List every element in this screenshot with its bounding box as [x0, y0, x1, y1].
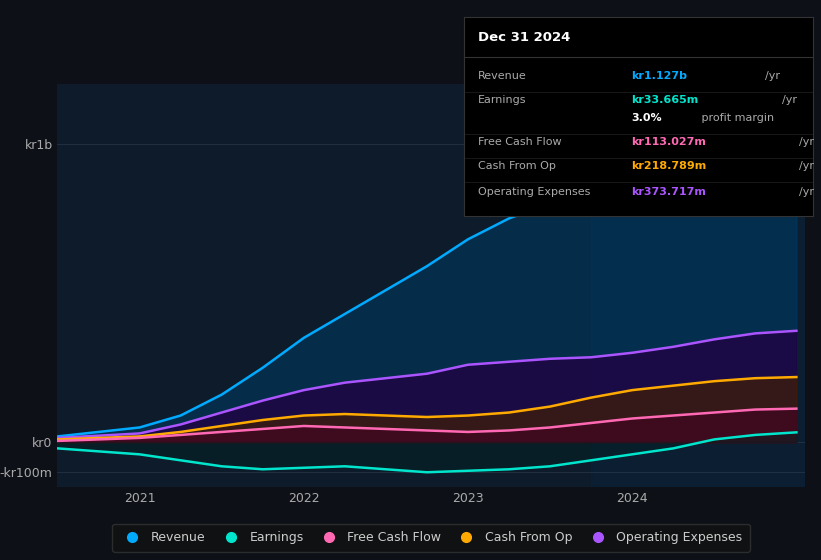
- Text: Dec 31 2024: Dec 31 2024: [478, 31, 571, 44]
- Text: Operating Expenses: Operating Expenses: [478, 186, 590, 197]
- Bar: [591, 84, 813, 487]
- Text: kr373.717m: kr373.717m: [631, 186, 706, 197]
- Text: Cash From Op: Cash From Op: [478, 161, 556, 171]
- Text: profit margin: profit margin: [699, 113, 774, 123]
- Text: /yr: /yr: [799, 161, 814, 171]
- Text: Revenue: Revenue: [478, 72, 526, 81]
- Text: /yr: /yr: [782, 95, 797, 105]
- Text: kr218.789m: kr218.789m: [631, 161, 707, 171]
- Text: /yr: /yr: [799, 186, 814, 197]
- Text: /yr: /yr: [799, 137, 814, 147]
- Text: kr113.027m: kr113.027m: [631, 137, 706, 147]
- Text: 3.0%: 3.0%: [631, 113, 662, 123]
- Text: kr1.127b: kr1.127b: [631, 72, 687, 81]
- Text: kr33.665m: kr33.665m: [631, 95, 699, 105]
- Text: /yr: /yr: [765, 72, 780, 81]
- Legend: Revenue, Earnings, Free Cash Flow, Cash From Op, Operating Expenses: Revenue, Earnings, Free Cash Flow, Cash …: [112, 524, 750, 552]
- Text: Free Cash Flow: Free Cash Flow: [478, 137, 562, 147]
- Text: Earnings: Earnings: [478, 95, 526, 105]
